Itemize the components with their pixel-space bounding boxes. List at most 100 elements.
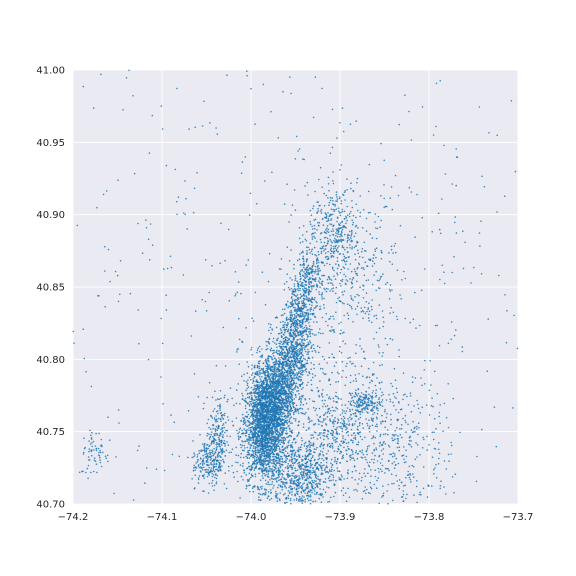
data-point (299, 342, 301, 345)
data-point (271, 401, 274, 403)
data-point (284, 439, 287, 441)
data-point (293, 487, 296, 489)
data-point (343, 255, 346, 258)
data-point (341, 332, 344, 334)
data-point (285, 346, 287, 349)
data-point (289, 350, 292, 353)
data-point (355, 203, 358, 206)
data-point (293, 338, 295, 340)
data-point (261, 430, 264, 432)
data-point (401, 279, 403, 281)
data-point (265, 446, 267, 449)
data-point (237, 383, 239, 385)
data-point (302, 260, 305, 263)
data-point (288, 386, 290, 388)
data-point (282, 437, 285, 440)
data-point (291, 279, 293, 281)
data-point (249, 446, 252, 448)
data-point (354, 308, 357, 310)
data-point (267, 483, 269, 486)
data-point (281, 364, 284, 367)
data-point (335, 193, 338, 196)
data-point (246, 382, 249, 385)
data-point (303, 285, 305, 288)
data-point (267, 475, 269, 478)
data-point (367, 367, 370, 370)
data-point (258, 437, 261, 440)
data-point (318, 291, 320, 293)
data-point (311, 238, 314, 240)
data-point (274, 416, 276, 419)
data-point (254, 399, 256, 402)
data-point (284, 308, 286, 310)
data-point (249, 424, 251, 426)
data-point (332, 224, 335, 227)
data-point (295, 418, 297, 420)
data-point (294, 315, 296, 317)
data-point (350, 287, 353, 289)
data-point (368, 310, 371, 313)
data-point (259, 467, 261, 469)
data-point (375, 331, 378, 334)
data-point (287, 337, 289, 339)
data-point (307, 297, 309, 299)
data-point (340, 321, 342, 324)
data-point (338, 207, 340, 209)
data-point (307, 246, 310, 249)
data-point (269, 403, 271, 405)
data-point (291, 379, 293, 382)
data-point (305, 319, 308, 321)
data-point (342, 193, 344, 196)
data-point (334, 278, 337, 281)
data-point (267, 434, 269, 437)
data-point (261, 425, 264, 427)
data-point (298, 314, 300, 316)
data-point (267, 393, 270, 395)
data-point (283, 346, 286, 348)
data-point (345, 215, 347, 218)
data-point (295, 411, 297, 413)
data-point (317, 331, 320, 334)
data-point (248, 478, 251, 480)
data-point (266, 401, 268, 404)
data-point (265, 348, 267, 351)
data-point (308, 277, 311, 279)
data-point (336, 267, 339, 270)
data-point (262, 407, 265, 409)
data-point (311, 265, 314, 268)
data-point (251, 400, 253, 402)
data-point (331, 353, 333, 356)
data-point (263, 427, 265, 430)
data-point (313, 312, 315, 315)
data-point (357, 227, 359, 229)
data-point (332, 182, 335, 185)
data-point (314, 237, 316, 239)
data-point (270, 410, 272, 412)
data-point (301, 325, 304, 328)
data-point (309, 278, 311, 281)
data-point (305, 246, 308, 248)
data-point (386, 281, 389, 284)
data-point (262, 421, 265, 423)
data-point (296, 339, 299, 341)
data-point (239, 456, 242, 459)
data-point (285, 370, 288, 373)
data-point (310, 307, 312, 309)
data-point (314, 232, 316, 234)
data-point (311, 350, 314, 353)
data-point (270, 442, 273, 445)
data-point (284, 354, 287, 356)
data-point (296, 359, 299, 361)
data-point (343, 210, 346, 213)
data-point (262, 445, 264, 447)
data-point (308, 343, 310, 346)
data-point (262, 466, 265, 469)
data-point (287, 321, 289, 324)
data-point (269, 377, 271, 380)
data-point (258, 397, 260, 400)
data-point (275, 443, 277, 446)
data-point (262, 379, 265, 382)
data-point (248, 417, 250, 420)
data-point (371, 299, 374, 301)
